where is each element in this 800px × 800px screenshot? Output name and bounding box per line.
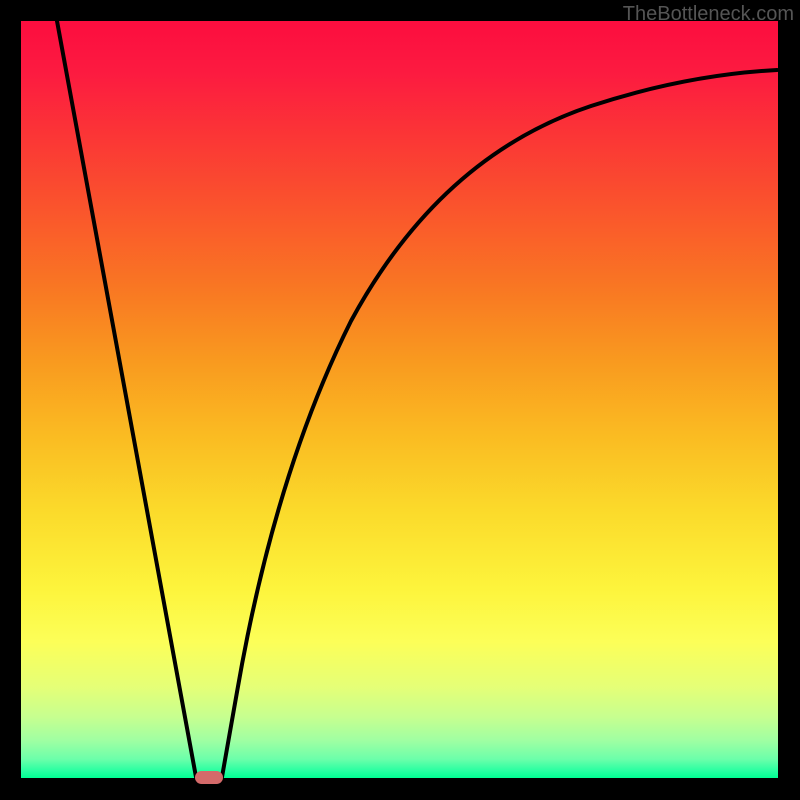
curve-right-leg	[222, 70, 777, 777]
bottleneck-marker	[195, 771, 223, 784]
curve-left-leg	[57, 21, 196, 777]
curve-layer	[21, 21, 778, 778]
